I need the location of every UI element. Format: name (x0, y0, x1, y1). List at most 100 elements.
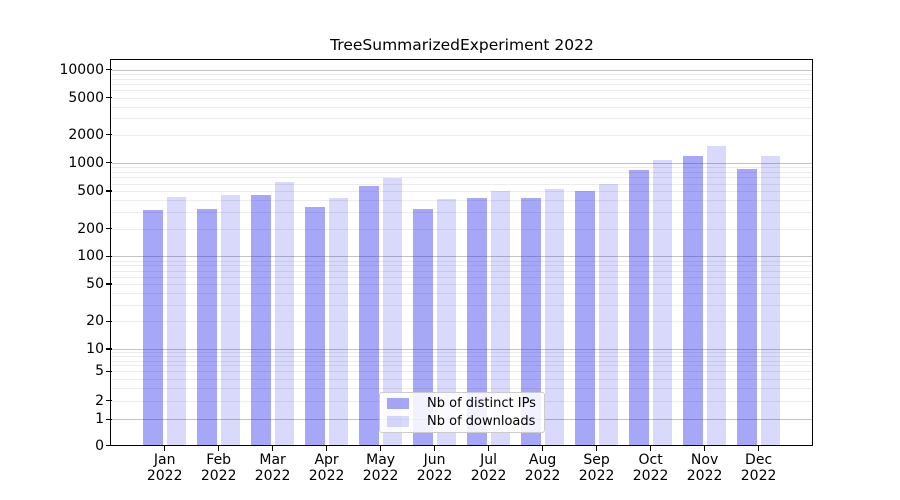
y-gridline-major (112, 256, 812, 258)
y-tick-label: 1000 (68, 154, 104, 171)
y-gridline-minor (112, 171, 812, 173)
y-gridline-minor (112, 90, 812, 92)
bar-distinct-ips-jan (143, 210, 163, 446)
y-tick-mark (106, 348, 112, 350)
y-tick-mark (106, 190, 112, 192)
y-gridline-minor (112, 293, 812, 295)
bar-distinct-ips-dec (737, 169, 757, 446)
y-tick-label: 50 (86, 276, 104, 292)
y-gridline-minor (112, 78, 812, 80)
x-tick-label: Oct 2022 (632, 452, 669, 484)
y-gridline-minor (112, 118, 812, 120)
y-gridline-minor (112, 74, 812, 75)
y-tick-mark (106, 134, 112, 136)
x-tick-mark (541, 445, 544, 451)
legend-item-downloads: Nb of downloads (380, 413, 544, 429)
y-gridline-minor (112, 97, 812, 99)
x-tick-mark (595, 445, 598, 451)
y-gridline-minor (112, 352, 812, 354)
y-tick-mark (106, 228, 112, 230)
x-tick-label: Mar 2022 (254, 452, 291, 484)
y-tick-mark (106, 97, 112, 99)
x-tick-label: Aug 2022 (524, 452, 561, 484)
bar-distinct-ips-sep (575, 191, 595, 446)
y-tick-mark (106, 255, 112, 257)
bar-distinct-ips-feb (197, 208, 217, 446)
x-tick-mark (757, 445, 760, 451)
y-gridline-minor (112, 378, 812, 380)
x-tick-mark (487, 445, 490, 451)
y-gridline-minor (112, 276, 812, 278)
x-tick-label: Nov 2022 (686, 452, 723, 484)
y-gridline-major (112, 349, 812, 350)
x-tick-label: Jun 2022 (416, 452, 453, 484)
bar-downloads-jul (490, 191, 511, 446)
legend-item-distinct-ips: Nb of distinct IPs (380, 396, 544, 412)
y-tick-mark (106, 370, 112, 372)
x-tick-mark (164, 445, 166, 451)
legend: Nb of distinct IPs Nb of downloads (379, 392, 545, 433)
bar-downloads-nov (706, 146, 727, 446)
x-tick-label: Dec 2022 (740, 452, 777, 484)
y-tick-label: 10 (86, 341, 104, 357)
bar-downloads-mar (274, 181, 295, 446)
y-tick-label: 5000 (68, 89, 104, 106)
y-gridline-minor (112, 356, 812, 358)
y-gridline-minor (112, 177, 812, 179)
y-tick-mark (106, 400, 112, 402)
y-tick-label: 100 (77, 248, 104, 265)
y-gridline-minor (112, 200, 812, 202)
y-tick-label: 1 (95, 411, 104, 428)
legend-swatch-distinct-ips (387, 398, 409, 410)
bar-distinct-ips-may (359, 186, 379, 446)
bar-downloads-sep (598, 183, 619, 446)
bar-distinct-ips-aug (521, 197, 541, 446)
y-tick-mark (106, 283, 112, 285)
x-tick-label: Sep 2022 (578, 452, 615, 484)
y-gridline-minor (112, 260, 812, 262)
bar-downloads-feb (220, 194, 241, 446)
x-tick-label: Apr 2022 (308, 452, 345, 484)
y-tick-mark (106, 320, 112, 322)
y-gridline-minor (112, 134, 812, 136)
y-tick-label: 500 (77, 183, 104, 199)
x-tick-label: May 2022 (362, 452, 399, 484)
y-tick-label: 20 (86, 313, 104, 330)
bar-downloads-aug (544, 189, 565, 446)
y-gridline-minor (112, 191, 812, 192)
bar-distinct-ips-jun (413, 209, 433, 446)
y-gridline-minor (112, 360, 812, 362)
x-tick-label: Jul 2022 (470, 452, 507, 484)
y-gridline-major (112, 69, 812, 71)
x-tick-label: Feb 2022 (200, 452, 237, 484)
y-gridline-minor (112, 228, 812, 230)
y-tick-label: 0 (95, 437, 104, 454)
y-gridline-minor (112, 265, 812, 267)
bar-downloads-dec (760, 156, 781, 446)
x-tick-mark (433, 445, 436, 451)
y-tick-label: 10000 (59, 61, 104, 78)
y-gridline-minor (112, 212, 812, 213)
y-tick-mark (106, 162, 112, 164)
y-gridline-minor (112, 183, 812, 185)
bar-downloads-may (382, 177, 403, 446)
y-gridline-minor (112, 304, 812, 306)
bar-distinct-ips-jul (467, 198, 487, 446)
bar-downloads-jun (436, 199, 457, 446)
bar-distinct-ips-mar (251, 194, 271, 446)
y-gridline-minor (112, 84, 812, 86)
bar-distinct-ips-oct (629, 169, 649, 446)
legend-label-downloads: Nb of downloads (427, 413, 536, 429)
x-tick-label: Jan 2022 (146, 452, 183, 484)
y-gridline-minor (112, 365, 812, 367)
y-gridline-minor (112, 371, 812, 373)
y-gridline-minor (112, 321, 812, 323)
y-tick-mark (106, 418, 112, 420)
x-tick-mark (325, 445, 328, 451)
bar-downloads-oct (652, 159, 673, 446)
x-tick-mark (379, 445, 382, 451)
bar-downloads-jan (166, 197, 187, 446)
x-tick-mark (703, 445, 706, 451)
y-tick-label: 2000 (68, 126, 104, 143)
